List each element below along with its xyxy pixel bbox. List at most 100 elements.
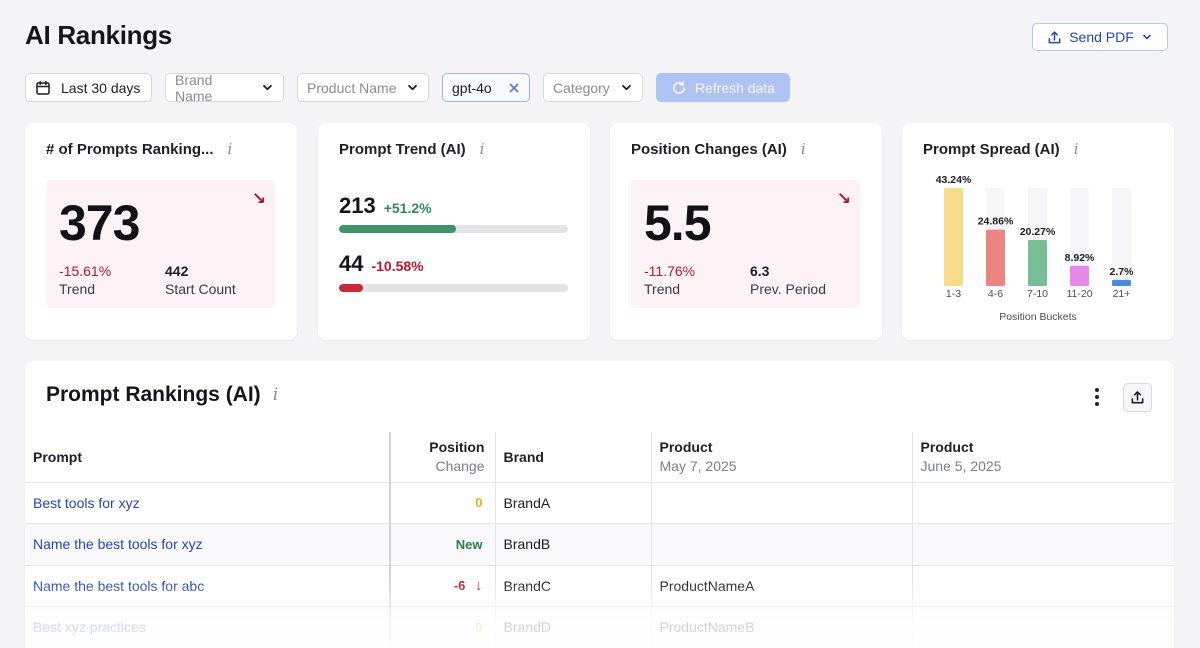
x-tick-label: 21+	[1113, 288, 1131, 300]
brand-name-select[interactable]: Brand Name	[165, 71, 284, 104]
prompt-rankings-table: Prompt Position Change Brand Product May…	[25, 432, 1174, 648]
info-icon[interactable]: i	[1073, 140, 1079, 158]
trend-stat: -11.76% Trend	[644, 263, 695, 297]
column-header-product-may[interactable]: Product May 7, 2025	[651, 432, 913, 483]
trend-value: -15.61%	[59, 263, 112, 279]
product-june-cell	[912, 523, 1174, 566]
table-row[interactable]: Best tools for xyz 0 BrandA	[25, 482, 1174, 524]
prompt-cell[interactable]: Best xyz practices	[25, 606, 391, 648]
prompt-cell[interactable]: Name the best tools for xyz	[25, 523, 391, 566]
column-header-prompt[interactable]: Prompt	[25, 432, 391, 483]
column-header-sublabel: May 7, 2025	[659, 458, 737, 475]
trend-value: -11.76%	[644, 263, 696, 279]
info-icon[interactable]: i	[272, 385, 279, 405]
date-range-picker[interactable]: Last 30 days	[25, 73, 152, 102]
product-may-cell: ProductNameB	[651, 606, 913, 648]
card-title: Prompt Spread (AI) i	[923, 140, 1079, 158]
product-june-cell	[912, 482, 1174, 524]
trend-down-pct: -10.58%	[371, 258, 424, 274]
bar-track	[1070, 188, 1089, 286]
x-tick-label: 11-20	[1066, 288, 1092, 300]
brand-cell: BrandA	[495, 482, 652, 524]
more-options-icon[interactable]	[1088, 387, 1106, 407]
product-name-select[interactable]: Product Name	[297, 73, 429, 102]
bar-11-20	[1070, 265, 1089, 286]
model-filter-tag[interactable]: gpt-4o	[442, 73, 530, 102]
bar-1-3	[944, 188, 963, 286]
prompt-spread-chart: 43.24% 1-3 24.86% 4-6 20.27% 7-10 8.92% 11-20 2.…	[936, 174, 1135, 323]
table-header-row: Prompt Position Change Brand Product May…	[25, 432, 1174, 483]
trend-label: Trend	[59, 281, 96, 297]
card-title: Prompt Trend (AI) i	[339, 140, 484, 158]
table-row[interactable]: Name the best tools for abc -6 ↓ BrandC …	[25, 565, 1174, 607]
bar-4-6	[986, 229, 1005, 286]
position-change-value: -6	[453, 578, 466, 594]
chevron-down-icon	[263, 84, 272, 91]
trend-up-bar	[339, 225, 568, 233]
refresh-data-label: Refresh data	[694, 79, 776, 96]
send-pdf-label: Send PDF	[1069, 29, 1134, 45]
bar-value-label: 8.92%	[1065, 252, 1095, 264]
product-june-cell	[912, 606, 1174, 648]
refresh-data-button[interactable]: Refresh data	[656, 73, 790, 102]
table-row[interactable]: Best xyz practices 0 BrandD ProductNameB	[25, 606, 1174, 648]
page-title: AI Rankings	[25, 20, 172, 50]
prompts-ranking-card: # of Prompts Ranking... i 373 ↘ -15.61% …	[25, 123, 297, 340]
column-header-label: Brand	[503, 448, 544, 465]
trend-down-bar	[339, 284, 568, 292]
trend-label: Trend	[644, 281, 681, 297]
prompt-spread-title: Prompt Spread (AI)	[923, 140, 1060, 158]
brand-cell: BrandC	[495, 565, 652, 607]
trend-up-row: 213 +51.2%	[339, 193, 432, 219]
prompt-trend-card: Prompt Trend (AI) i 213 +51.2% 44 -10.58…	[318, 123, 590, 340]
chevron-down-icon	[1142, 34, 1151, 40]
trend-up-pct: +51.2%	[383, 200, 432, 216]
calendar-icon	[36, 80, 50, 95]
table-row[interactable]: Name the best tools for xyz New BrandB	[25, 523, 1174, 566]
table-title: Prompt Rankings (AI) i	[46, 383, 278, 407]
arrow-down-right-icon: ↘	[836, 189, 851, 208]
brand-name-placeholder: Brand Name	[175, 71, 213, 104]
column-header-brand[interactable]: Brand	[495, 432, 652, 483]
product-may-cell: ProductNameA	[651, 565, 913, 607]
column-header-label: Product	[659, 439, 713, 456]
arrow-down-right-icon: ↘	[251, 189, 266, 208]
prompt-trend-title: Prompt Trend (AI)	[339, 140, 466, 158]
chevron-down-icon	[408, 84, 417, 91]
position-change-cell: 0	[390, 482, 496, 524]
column-header-label: Prompt	[33, 448, 82, 465]
position-changes-card: Position Changes (AI) i 5.5 ↘ -11.76% Tr…	[610, 123, 882, 340]
brand-cell: BrandB	[495, 523, 652, 566]
prev-period-label: Prev. Period	[750, 281, 826, 297]
prompt-cell[interactable]: Name the best tools for abc	[25, 565, 391, 607]
info-icon[interactable]: i	[800, 140, 806, 158]
product-may-cell	[651, 523, 913, 566]
product-june-cell	[912, 565, 1174, 607]
brand-cell: BrandD	[495, 606, 652, 648]
info-icon[interactable]: i	[227, 140, 233, 158]
card-title: Position Changes (AI) i	[631, 140, 806, 158]
column-header-sublabel: Change	[435, 458, 485, 475]
export-button[interactable]	[1123, 383, 1152, 412]
start-count-stat: 442 Start Count	[165, 263, 236, 297]
prompt-rankings-panel: Prompt Rankings (AI) i Prompt Position C…	[25, 361, 1174, 648]
date-range-label: Last 30 days	[61, 79, 141, 96]
send-pdf-button[interactable]: Send PDF	[1032, 23, 1168, 51]
bar-value-label: 2.7%	[1110, 266, 1135, 278]
category-select[interactable]: Category	[543, 73, 643, 102]
column-header-position-change[interactable]: Position Change	[390, 432, 496, 483]
prompt-cell[interactable]: Best tools for xyz	[25, 482, 391, 524]
refresh-icon	[672, 80, 685, 94]
close-icon[interactable]	[508, 82, 520, 94]
column-header-product-june[interactable]: Product June 5, 2025	[912, 432, 1174, 483]
filter-bar: Last 30 days Brand Name Product Name gpt…	[25, 71, 790, 104]
prompt-rankings-title: Prompt Rankings (AI)	[46, 383, 261, 406]
kpi-box: 373 ↘ -15.61% Trend 442 Start Count	[46, 180, 275, 308]
trend-down-bar-fill	[339, 284, 364, 292]
card-title: # of Prompts Ranking... i	[46, 140, 232, 158]
info-icon[interactable]: i	[479, 140, 485, 158]
column-header-sublabel: June 5, 2025	[920, 458, 1002, 475]
prev-period-value: 6.3	[750, 263, 770, 279]
bar-value-label: 24.86%	[978, 216, 1014, 228]
position-changes-value: 5.5	[644, 195, 712, 251]
